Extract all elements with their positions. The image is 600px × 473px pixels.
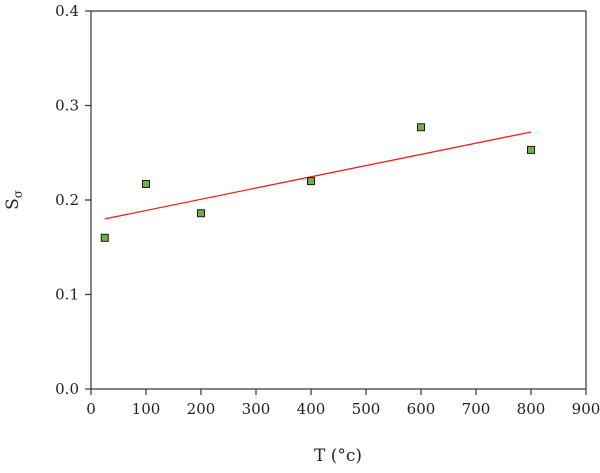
data-point xyxy=(100,233,109,242)
x-axis-title: T (°c) xyxy=(314,446,362,466)
x-tick-label: 900 xyxy=(572,400,600,418)
y-tick-label: 0.0 xyxy=(55,380,79,398)
fit-line-group xyxy=(104,131,532,220)
axes: 0 100 200 300 400 500 600 700 800 900 0.0 0.1 0.2 0.3… xyxy=(55,2,600,418)
x-tick-label: 0 xyxy=(86,400,96,418)
y-axis-title-main: S xyxy=(3,198,23,210)
fit-line xyxy=(104,131,532,220)
y-tick-label: 0.2 xyxy=(55,191,79,209)
x-tick-label: 300 xyxy=(242,400,271,418)
data-point xyxy=(197,209,205,218)
x-tick-label: 100 xyxy=(132,400,161,418)
x-tick-label: 200 xyxy=(187,400,216,418)
plot-frame xyxy=(90,10,587,390)
data-point xyxy=(417,123,425,132)
x-tick-label: 800 xyxy=(517,400,546,418)
data-points xyxy=(100,123,535,242)
data-point xyxy=(307,177,315,186)
y-tick-label: 0.1 xyxy=(55,286,79,304)
data-point xyxy=(142,179,150,188)
x-tick-label: 700 xyxy=(462,400,491,418)
x-tick-label: 600 xyxy=(407,400,436,418)
y-tick-label: 0.3 xyxy=(55,97,79,115)
y-axis-title-subscript: σ xyxy=(11,190,25,198)
x-tick-label: 500 xyxy=(352,400,381,418)
data-point xyxy=(527,145,535,154)
y-axis-title-group: Sσ xyxy=(3,190,25,210)
y-tick-label: 0.4 xyxy=(55,2,79,20)
y-axis-title: Sσ xyxy=(3,190,25,210)
x-tick-label: 400 xyxy=(297,400,326,418)
